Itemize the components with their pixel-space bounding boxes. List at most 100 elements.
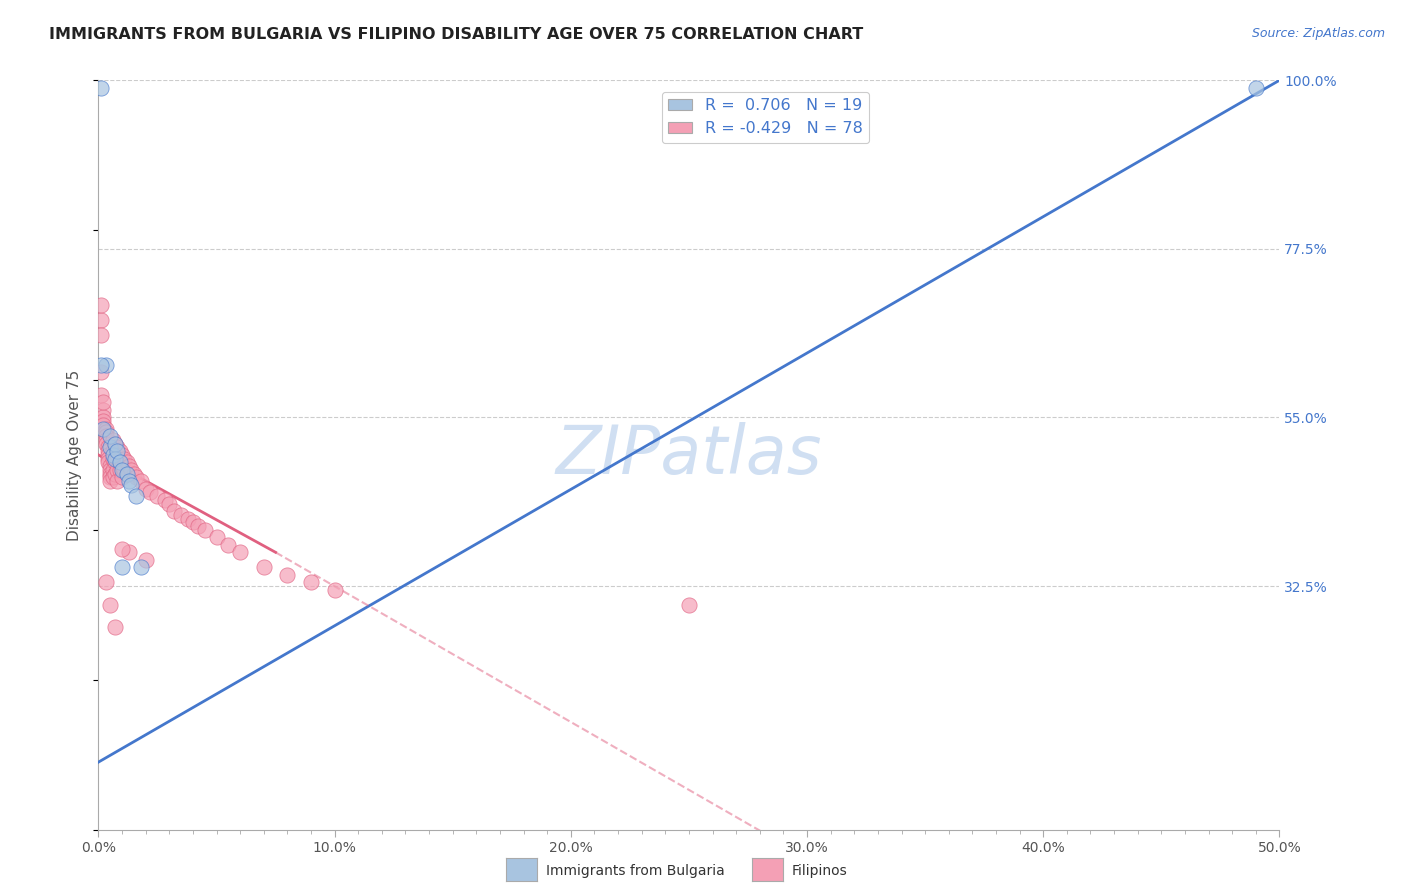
Point [90,358,112,372]
Legend: R =  0.706   N = 19, R = -0.429   N = 78: R = 0.706 N = 19, R = -0.429 N = 78 [662,92,869,143]
Point [217,538,239,552]
Point [97,441,120,455]
Point [104,436,127,450]
Point [97,455,120,469]
Point [98,474,121,488]
Point [253,560,276,574]
Point [104,444,127,458]
Point [98,463,121,477]
Point [94,575,117,590]
Point [101,444,124,458]
Point [111,459,134,474]
Point [139,485,162,500]
Point [101,470,124,484]
Point [97,444,120,458]
Point [111,448,134,462]
Point [90,328,112,343]
Point [105,444,128,458]
Point [97,451,120,466]
Point [108,463,131,477]
Point [323,582,346,597]
Point [105,474,128,488]
Point [112,463,135,477]
Point [108,455,131,469]
Point [163,504,186,518]
Point [108,455,131,469]
Point [98,598,121,612]
Point [129,474,152,488]
Point [111,560,134,574]
Point [177,511,200,525]
Point [91,403,114,417]
Point [276,567,298,582]
Point [90,366,112,380]
Point [104,451,127,466]
Point [98,459,121,474]
Point [94,422,117,436]
Point [91,417,114,432]
Point [94,358,117,372]
Point [94,429,117,443]
Point [678,598,700,612]
Point [101,448,124,462]
Point [105,451,128,466]
Point [101,433,124,447]
Point [91,395,114,409]
Point [135,482,157,496]
Point [90,388,112,402]
Point [187,519,209,533]
Point [97,448,120,462]
Point [94,425,117,440]
Point [94,436,117,450]
Point [98,467,121,481]
Point [111,463,134,477]
Point [121,463,143,477]
Point [129,560,152,574]
Point [181,516,204,530]
Point [229,545,252,559]
Point [170,508,193,522]
Point [122,467,145,481]
Point [105,441,128,455]
Point [205,530,228,544]
Point [98,429,121,443]
Point [105,463,128,477]
Point [104,620,127,634]
Point [101,463,124,477]
Point [115,467,138,481]
Y-axis label: Disability Age Over 75: Disability Age Over 75 [67,369,83,541]
Point [90,80,112,95]
Point [90,298,112,312]
Point [98,441,121,455]
Text: ZIPatlas: ZIPatlas [555,422,823,488]
Point [125,489,148,503]
Point [98,470,121,484]
Point [104,455,127,469]
Text: Source: ZipAtlas.com: Source: ZipAtlas.com [1251,27,1385,40]
Text: Immigrants from Bulgaria: Immigrants from Bulgaria [546,863,724,878]
Point [101,451,124,466]
Point [135,553,157,567]
Text: IMMIGRANTS FROM BULGARIA VS FILIPINO DISABILITY AGE OVER 75 CORRELATION CHART: IMMIGRANTS FROM BULGARIA VS FILIPINO DIS… [49,27,863,42]
Point [112,451,135,466]
Point [111,470,134,484]
Point [91,414,114,428]
Point [118,545,141,559]
Point [104,436,127,450]
Point [194,523,217,537]
Point [111,541,134,556]
Point [125,470,148,484]
Point [1244,80,1267,95]
Point [104,467,127,481]
Point [94,433,117,447]
Point [91,422,114,436]
Point [115,455,138,469]
Point [91,410,114,425]
Point [153,492,176,507]
Text: Filipinos: Filipinos [792,863,848,878]
Point [118,459,141,474]
Point [90,313,112,327]
Point [118,474,141,488]
Point [146,489,169,503]
Point [157,497,180,511]
